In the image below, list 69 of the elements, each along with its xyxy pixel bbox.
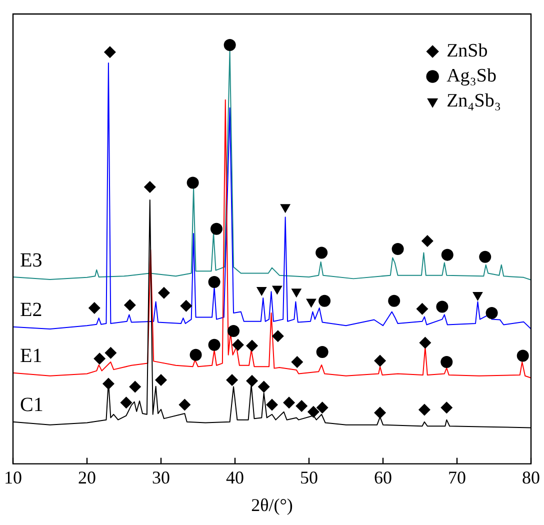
x-tick-label: 10 <box>4 467 22 488</box>
series-label: C1 <box>20 394 44 416</box>
point <box>124 299 136 312</box>
point <box>256 286 267 296</box>
point <box>392 242 404 255</box>
point <box>316 346 328 358</box>
point <box>224 38 236 51</box>
point <box>306 298 316 308</box>
point <box>208 276 220 288</box>
point <box>441 248 454 261</box>
point <box>246 340 258 352</box>
point <box>440 402 453 414</box>
point <box>94 352 106 365</box>
point <box>186 176 199 189</box>
point <box>307 406 320 418</box>
point <box>388 294 400 307</box>
point <box>416 302 428 315</box>
point <box>283 396 296 409</box>
point <box>440 356 453 368</box>
legend-label: ZnSb <box>446 40 488 62</box>
x-tick-label: 70 <box>448 467 466 488</box>
point <box>421 234 434 247</box>
point <box>178 398 191 411</box>
legend-label: Zn₄Sb₃ <box>446 90 501 112</box>
point <box>374 354 386 367</box>
point <box>316 402 328 414</box>
x-axis-title: 2θ/(°) <box>251 494 293 515</box>
point <box>208 338 220 351</box>
x-tick-label: 30 <box>152 467 170 488</box>
point <box>226 374 238 386</box>
point <box>318 294 331 307</box>
point <box>419 336 432 349</box>
point <box>291 356 304 368</box>
point <box>104 46 116 58</box>
point <box>102 378 114 390</box>
x-tick-label: 20 <box>78 467 96 488</box>
x-tick-label: 80 <box>522 467 540 488</box>
point <box>316 246 328 259</box>
point <box>232 338 244 351</box>
series-label: E1 <box>20 345 42 368</box>
legend-label: Ag₃Sb <box>446 65 496 86</box>
point <box>436 300 448 313</box>
point <box>479 250 492 263</box>
point <box>158 286 170 299</box>
x-tick-label: 40 <box>226 467 244 488</box>
point <box>180 300 192 312</box>
x-tick-label: 50 <box>300 467 318 488</box>
x-tick-label: 60 <box>374 467 392 488</box>
point <box>486 307 498 320</box>
point <box>246 374 258 387</box>
point <box>155 374 167 386</box>
point <box>418 404 430 416</box>
point <box>104 346 117 359</box>
point <box>228 325 240 338</box>
point <box>374 406 386 419</box>
point <box>144 180 156 193</box>
series-label: E2 <box>20 299 42 322</box>
point <box>129 380 142 393</box>
point <box>272 330 284 342</box>
point <box>516 350 529 362</box>
point <box>190 348 202 361</box>
point <box>266 398 278 411</box>
point <box>258 380 270 393</box>
point <box>88 302 100 314</box>
point <box>296 400 308 412</box>
point <box>120 396 132 409</box>
series-label: E3 <box>20 249 42 272</box>
point <box>272 286 282 295</box>
point <box>210 222 222 235</box>
